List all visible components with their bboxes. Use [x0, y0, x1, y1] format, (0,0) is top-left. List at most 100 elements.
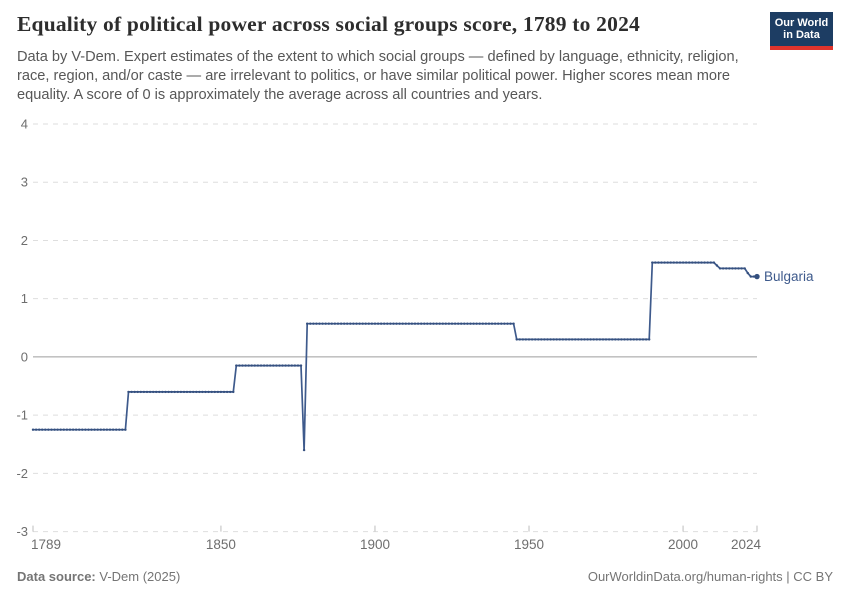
y-axis-label: 1: [21, 291, 28, 306]
line-marker-dot: [352, 322, 355, 325]
line-marker-dot: [681, 261, 685, 264]
line-marker-dot: [312, 322, 315, 325]
y-axis-label: -2: [16, 466, 28, 481]
line-marker-dot: [349, 322, 352, 325]
line-marker-dot: [376, 322, 380, 325]
line-marker-dot: [179, 390, 183, 394]
line-marker-dot: [222, 390, 226, 394]
line-marker-dot: [176, 390, 179, 394]
line-marker-dot: [444, 322, 447, 325]
line-marker-dot: [225, 390, 229, 394]
line-marker-dot: [694, 261, 697, 264]
line-marker-dot: [404, 322, 407, 325]
line-marker-dot: [426, 322, 429, 325]
line-marker-dot: [185, 390, 189, 394]
line-marker-dot: [207, 390, 210, 394]
line-marker-dot: [370, 322, 374, 325]
line-marker-dot: [540, 338, 543, 341]
line-marker-dot: [111, 428, 115, 431]
line-marker-dot: [410, 322, 414, 325]
line-marker-dot: [420, 322, 423, 325]
line-marker-dot: [435, 322, 438, 325]
line-marker-dot: [521, 338, 525, 341]
line-marker-dot: [527, 338, 531, 341]
line-marker-dot: [293, 364, 297, 367]
line-end-dot: [754, 273, 760, 280]
line-marker-dot: [47, 428, 50, 431]
line-marker-dot: [472, 322, 475, 325]
line-marker-dot: [262, 364, 266, 367]
line-marker-dot: [503, 322, 506, 325]
line-marker-dot: [537, 338, 540, 341]
line-marker-dot: [555, 338, 558, 341]
line-marker-dot: [549, 338, 552, 341]
line-marker-dot: [247, 364, 250, 367]
line-marker-dot: [93, 428, 96, 431]
line-marker-dot: [734, 267, 737, 270]
line-marker-dot: [235, 364, 238, 367]
line-marker-dot: [484, 322, 488, 325]
line-marker-dot: [90, 428, 93, 431]
line-marker-dot: [586, 338, 589, 341]
line-marker-dot: [669, 261, 672, 264]
line-marker-dot: [53, 428, 56, 431]
series-line-bulgaria: [33, 261, 757, 451]
line-marker-dot: [660, 261, 663, 264]
line-marker-dot: [299, 364, 303, 367]
line-marker-dot: [327, 322, 330, 325]
line-marker-dot: [361, 322, 364, 325]
line-marker-dot: [663, 261, 666, 264]
line-marker-dot: [244, 364, 247, 367]
line-marker-dot: [438, 322, 441, 325]
line-marker-dot: [672, 261, 675, 264]
line-marker-dot: [490, 322, 494, 325]
line-marker-dot: [475, 322, 478, 325]
line-marker-dot: [167, 390, 170, 394]
line-marker-dot: [250, 364, 253, 367]
line-marker-dot: [216, 390, 220, 394]
line-marker-dot: [238, 364, 241, 367]
line-marker-dot: [136, 390, 139, 394]
line-marker-dot: [321, 322, 324, 325]
line-marker-dot: [731, 267, 734, 270]
owid-logo-line1: Our World: [774, 16, 829, 29]
line-marker-dot: [229, 390, 232, 394]
line-marker-dot: [50, 428, 53, 431]
line-marker-dot: [638, 338, 642, 341]
line-marker-dot: [379, 322, 383, 325]
line-marker-dot: [195, 390, 198, 394]
line-marker-dot: [290, 364, 293, 367]
line-marker-dot: [118, 428, 121, 431]
line-marker-dot: [691, 261, 694, 264]
line-marker-dot: [81, 428, 84, 431]
line-marker-dot: [552, 338, 555, 341]
line-marker-dot: [570, 338, 574, 341]
owid-logo[interactable]: Our World in Data: [770, 12, 833, 50]
line-marker-dot: [71, 428, 75, 431]
line-marker-dot: [127, 390, 130, 394]
line-marker-dot: [315, 322, 318, 325]
line-marker-dot: [324, 322, 327, 325]
line-marker-dot: [358, 322, 361, 325]
line-marker-dot: [429, 322, 432, 325]
line-marker-dot: [124, 428, 127, 431]
series-label-bulgaria[interactable]: Bulgaria: [764, 269, 814, 284]
line-marker-dot: [130, 390, 133, 394]
line-marker-dot: [728, 267, 731, 270]
line-marker-dot: [336, 322, 340, 325]
line-marker-dot: [139, 390, 142, 394]
line-marker-dot: [524, 338, 528, 341]
line-marker-dot: [725, 267, 728, 270]
line-marker-dot: [201, 390, 204, 394]
line-marker-dot: [678, 261, 682, 264]
line-marker-dot: [78, 428, 81, 431]
line-marker-dot: [170, 390, 173, 394]
footer-credit-link[interactable]: OurWorldinData.org/human-rights | CC BY: [587, 569, 833, 584]
line-marker-dot: [518, 338, 521, 341]
line-marker-dot: [275, 364, 278, 367]
line-marker-dot: [142, 390, 146, 394]
line-marker-dot: [604, 338, 608, 341]
line-marker-dot: [59, 428, 62, 431]
line-marker-dot: [38, 428, 41, 431]
line-marker-dot: [493, 322, 497, 325]
